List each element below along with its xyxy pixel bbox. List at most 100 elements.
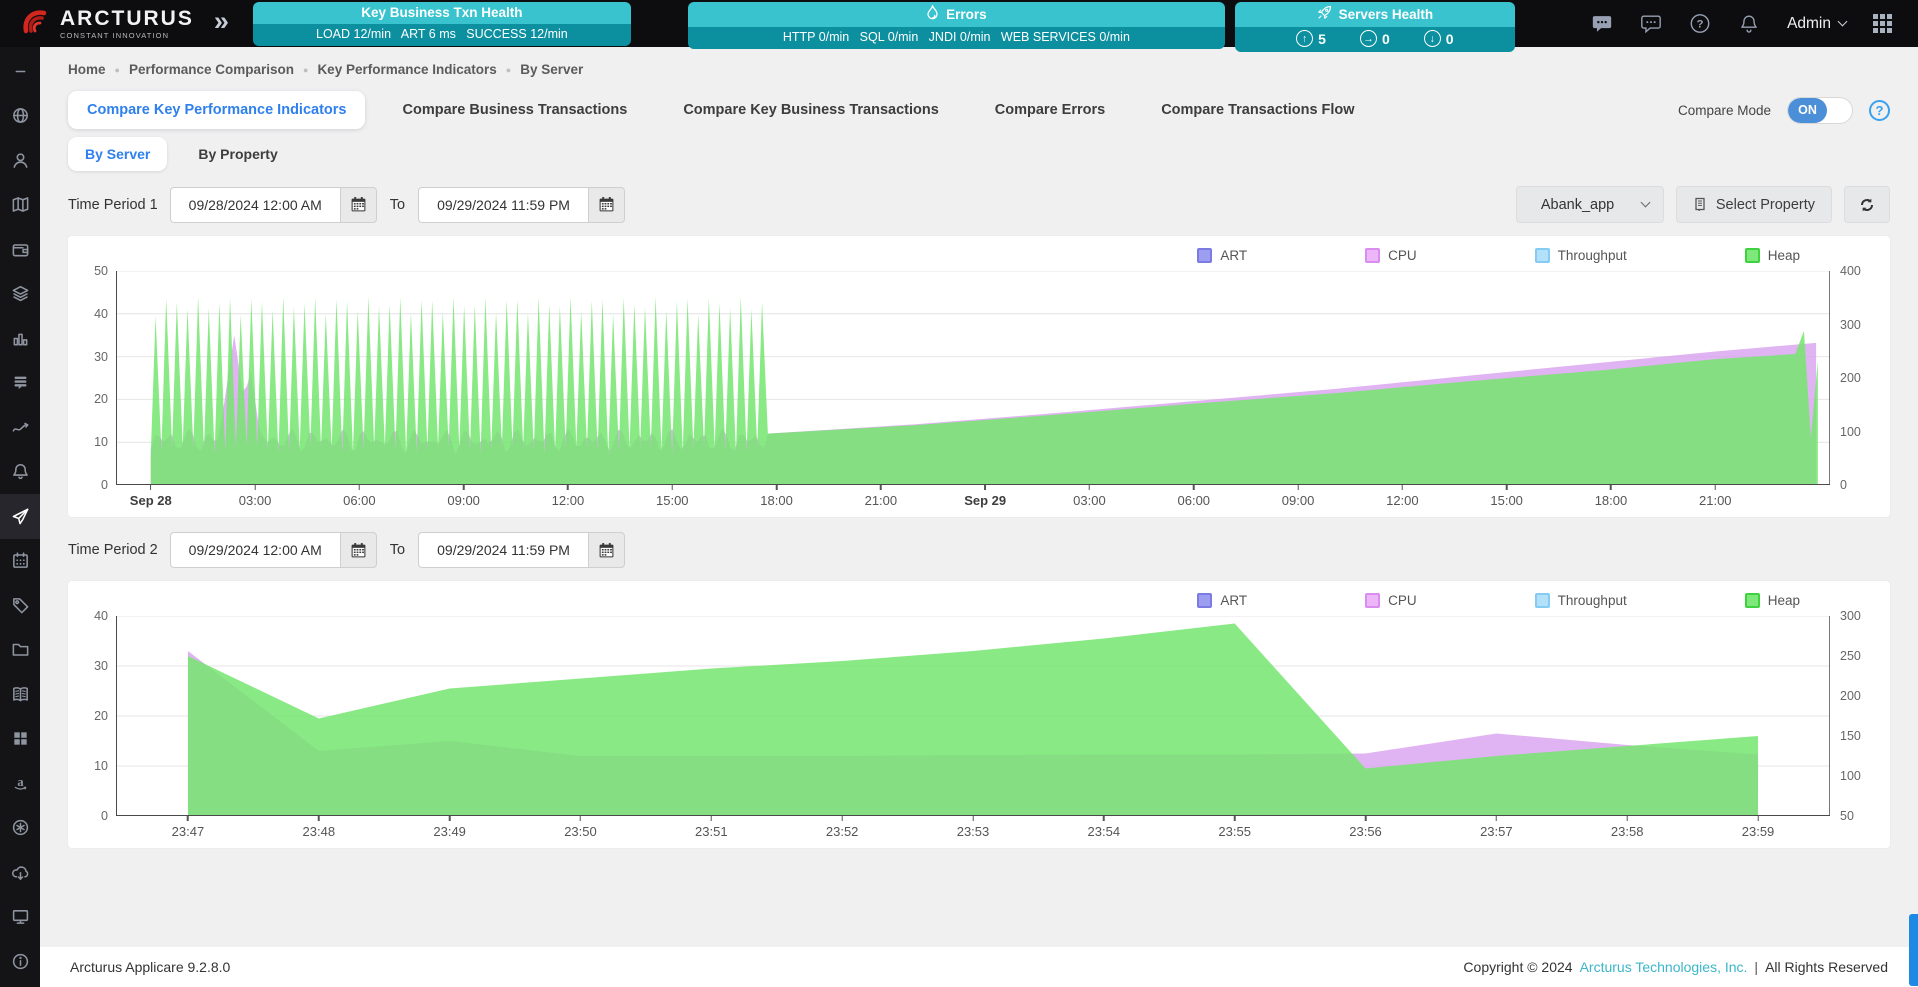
forum-icon bbox=[14, 376, 26, 390]
y-tick-label: 400 bbox=[1840, 264, 1861, 278]
tab-compare-key-business-transactions[interactable]: Compare Key Business Transactions bbox=[683, 102, 939, 118]
sidebar-item-monitor[interactable] bbox=[0, 895, 40, 940]
x-axis: Sep 28 03:00 06:00 09:00 12:00 15:00 18:00 21:0… bbox=[116, 485, 1830, 511]
legend-item-throughput[interactable]: Throughput bbox=[1534, 248, 1627, 263]
user-menu[interactable]: Admin bbox=[1787, 15, 1848, 33]
x-tick-label: 23:55 bbox=[1218, 816, 1251, 839]
legend-item-heap[interactable]: Heap bbox=[1744, 248, 1800, 263]
refresh-button[interactable] bbox=[1844, 186, 1890, 223]
subtab-by-server[interactable]: By Server bbox=[68, 137, 168, 171]
chart-plot-area[interactable] bbox=[116, 616, 1830, 816]
sidebar-item-collapse[interactable] bbox=[0, 49, 40, 94]
sidebar-item-users[interactable] bbox=[0, 138, 40, 183]
calendar-icon[interactable] bbox=[588, 532, 626, 568]
chat-filled-icon[interactable] bbox=[1591, 13, 1613, 35]
tab-compare-errors[interactable]: Compare Errors bbox=[994, 102, 1106, 118]
x-tick-label: 23:53 bbox=[957, 816, 989, 839]
breadcrumb-item[interactable]: By Server bbox=[520, 62, 584, 77]
y-tick-label: 50 bbox=[1840, 809, 1854, 823]
book-icon bbox=[12, 686, 28, 702]
compare-mode-toggle[interactable]: ON bbox=[1787, 96, 1853, 124]
tab-compare-transactions-flow[interactable]: Compare Transactions Flow bbox=[1161, 102, 1355, 118]
tab-compare-key-performance-indicators[interactable]: Compare Key Performance Indicators bbox=[68, 91, 366, 129]
legend-swatch bbox=[1197, 248, 1213, 263]
chart-plot-area[interactable] bbox=[116, 271, 1830, 485]
x-tick-label: 06:00 bbox=[1177, 485, 1210, 508]
calendar-icon[interactable] bbox=[339, 532, 377, 568]
legend-item-art[interactable]: ART bbox=[1197, 593, 1247, 608]
period2-to-input[interactable] bbox=[418, 532, 589, 568]
compare-help-icon[interactable]: ? bbox=[1869, 99, 1890, 121]
legend-item-art[interactable]: ART bbox=[1197, 248, 1247, 263]
notifications-bell-icon[interactable] bbox=[1738, 13, 1760, 35]
legend-item-throughput[interactable]: Throughput bbox=[1534, 593, 1627, 608]
info-icon bbox=[12, 953, 28, 969]
sidebar-item-trend[interactable] bbox=[0, 405, 40, 450]
brand-tagline: CONSTANT INNOVATION bbox=[60, 30, 170, 40]
widget-servers-health[interactable]: Servers Health ↑ 5 → 0 ↓ 0 bbox=[1234, 2, 1515, 52]
sidebar-item-globe[interactable] bbox=[0, 94, 40, 139]
tab-compare-business-transactions[interactable]: Compare Business Transactions bbox=[402, 102, 628, 118]
period1-to-input[interactable] bbox=[418, 186, 589, 223]
time-period-1-row: Time Period 1 To Abank_app bbox=[68, 186, 1890, 223]
x-tick-label: 12:00 bbox=[552, 485, 584, 508]
side-widget-tab[interactable] bbox=[1909, 914, 1918, 986]
to-label: To bbox=[389, 196, 406, 213]
widget-errors[interactable]: Errors HTTP 0/min SQL 0/min JNDI 0/min W… bbox=[687, 2, 1225, 49]
calendar-icon[interactable] bbox=[339, 186, 377, 223]
breadcrumb-item[interactable]: Key Performance Indicators bbox=[317, 62, 497, 77]
sidebar-item-calendar[interactable] bbox=[0, 539, 40, 584]
application-dropdown[interactable]: Abank_app bbox=[1515, 186, 1664, 223]
time-period-2-row: Time Period 2 To bbox=[68, 532, 1890, 568]
sidebar-item-amazon[interactable]: a bbox=[0, 761, 40, 806]
period2-from-input[interactable] bbox=[169, 532, 340, 568]
sidebar-item-library[interactable] bbox=[0, 672, 40, 717]
sidebar-item-comparison[interactable] bbox=[0, 494, 40, 539]
chat-outline-icon[interactable] bbox=[1640, 13, 1662, 35]
breadcrumb-item[interactable]: Home bbox=[68, 62, 106, 77]
sidebar-item-folders[interactable] bbox=[0, 628, 40, 673]
sidebar-item-alerts[interactable] bbox=[0, 450, 40, 495]
tabs-container: Compare Key Performance Indicators Compar… bbox=[68, 91, 1392, 129]
help-icon[interactable]: ? bbox=[1689, 13, 1711, 35]
sidebar-item-map[interactable] bbox=[0, 183, 40, 228]
y-tick-label: 10 bbox=[94, 759, 108, 773]
widget-key-business-txn-health[interactable]: Key Business Txn Health LOAD 12/min ART … bbox=[252, 2, 631, 46]
x-tick-label: 21:00 bbox=[865, 485, 897, 508]
x-tick-label: 15:00 bbox=[656, 485, 689, 508]
sidebar-item-wallet[interactable] bbox=[0, 227, 40, 272]
arrow-up-circle-icon: ↑ bbox=[1296, 30, 1314, 47]
footer: Arcturus Applicare 9.2.8.0 Copyright © 2… bbox=[40, 947, 1918, 987]
legend-swatch bbox=[1534, 593, 1550, 608]
x-tick-label: 23:59 bbox=[1742, 816, 1774, 839]
period1-from-input[interactable] bbox=[169, 186, 340, 223]
breadcrumb-item[interactable]: Performance Comparison bbox=[128, 62, 294, 77]
calendar-icon[interactable] bbox=[588, 186, 626, 223]
legend-item-cpu[interactable]: CPU bbox=[1365, 248, 1417, 263]
legend-swatch bbox=[1744, 248, 1760, 263]
company-link[interactable]: Arcturus Technologies, Inc. bbox=[1579, 959, 1748, 975]
chevron-down-icon bbox=[1640, 197, 1651, 208]
sidebar-item-bar-chart[interactable] bbox=[0, 316, 40, 361]
legend-item-heap[interactable]: Heap bbox=[1744, 593, 1800, 608]
sidebar-expand-icon[interactable]: » bbox=[213, 6, 229, 36]
chart-panel-period-1: ART CPU Throughput Heap 0 10 20 30 40 50 0 100 200… bbox=[68, 236, 1890, 517]
sidebar-item-blocks[interactable] bbox=[0, 717, 40, 762]
x-tick-label: 23:49 bbox=[433, 816, 466, 839]
amazon-icon: a bbox=[14, 775, 26, 790]
chart-legend: ART CPU Throughput Heap bbox=[76, 244, 1876, 271]
sidebar-item-tags[interactable] bbox=[0, 583, 40, 628]
sidebar-item-settings[interactable] bbox=[0, 806, 40, 851]
sidebar-item-cloud-download[interactable] bbox=[0, 850, 40, 895]
x-tick-label: 23:50 bbox=[564, 816, 597, 839]
flame-icon bbox=[926, 5, 939, 23]
select-property-button[interactable]: Select Property bbox=[1675, 186, 1832, 223]
sidebar-item-forum[interactable] bbox=[0, 361, 40, 406]
folder-icon bbox=[12, 643, 28, 656]
sidebar-item-info[interactable] bbox=[0, 939, 40, 984]
compare-mode-label: Compare Mode bbox=[1677, 102, 1771, 118]
sidebar-item-layers[interactable] bbox=[0, 272, 40, 317]
apps-grid-icon[interactable] bbox=[1873, 14, 1892, 33]
subtab-by-property[interactable]: By Property bbox=[198, 146, 278, 162]
legend-item-cpu[interactable]: CPU bbox=[1365, 593, 1417, 608]
